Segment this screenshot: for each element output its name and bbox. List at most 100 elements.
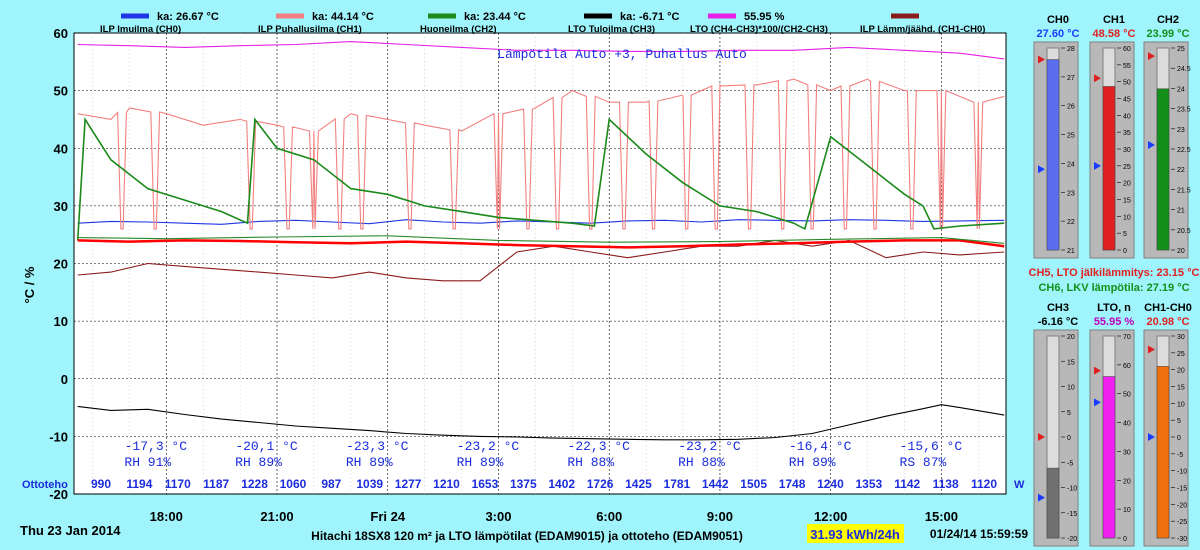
- ottoteho-value: 1138: [933, 477, 959, 491]
- ottoteho-value: 990: [91, 477, 111, 491]
- ottoteho-value: 1120: [971, 477, 997, 491]
- gauge-tick-label: 20: [1123, 478, 1131, 485]
- y-tick-label: -10: [49, 429, 68, 444]
- gauge-tick-label: -20: [1177, 502, 1187, 509]
- gauge-max-marker: [1038, 433, 1045, 441]
- ottoteho-value: 987: [321, 477, 341, 491]
- outdoor-rh-label: RH 91%: [124, 455, 171, 470]
- gauge-tick-label: 23: [1067, 190, 1075, 197]
- ottoteho-value: 1228: [241, 477, 268, 491]
- outdoor-temp-label: -23,3 °C: [346, 439, 409, 454]
- gauge-value: 48.58 °C: [1093, 28, 1136, 40]
- gauge-tick-label: 5: [1123, 231, 1127, 238]
- gauge-tick-label: 27: [1067, 75, 1075, 82]
- gauge-tick-label: 60: [1123, 363, 1131, 370]
- gauge-tick-label: 26: [1067, 104, 1075, 111]
- gauge-tick-label: 70: [1123, 334, 1131, 341]
- series-line-0: [77, 219, 1005, 225]
- y-axis-label: °C / %: [22, 266, 37, 303]
- gauge-tick-label: 15: [1123, 198, 1131, 205]
- x-tick-label: 15:00: [925, 509, 958, 524]
- gauge-name: CH2: [1157, 14, 1179, 26]
- gauge-tick-label: 22: [1067, 219, 1075, 226]
- gauge-name: CH3: [1047, 302, 1069, 314]
- ch5-info: CH5, LTO jälkilämmitys: 23.15 °C: [1029, 267, 1200, 279]
- gauge-tick-label: 24.5: [1177, 66, 1191, 73]
- ottoteho-unit: W: [1014, 479, 1025, 491]
- ottoteho-value: 1748: [779, 477, 806, 491]
- gauge-tick-label: 21: [1067, 248, 1075, 255]
- gauge-min-marker: [1038, 493, 1045, 502]
- ottoteho-value: 1060: [280, 477, 307, 491]
- ottoteho-value: 1781: [664, 477, 691, 491]
- gauge-max-marker: [1094, 74, 1101, 83]
- ottoteho-value: 1194: [126, 477, 152, 491]
- y-tick-label: 40: [54, 141, 68, 156]
- series-line-3: [77, 404, 1005, 441]
- outdoor-rh-label: RH 88%: [678, 455, 725, 470]
- gauge-tick-label: 30: [1123, 449, 1131, 456]
- footer-timestamp: 01/24/14 15:59:59: [930, 527, 1028, 541]
- x-tick-label: 6:00: [596, 509, 622, 524]
- outdoor-rh-label: RH 89%: [457, 455, 504, 470]
- gauge-tick-label: 35: [1123, 130, 1131, 137]
- gauge-min-marker: [1148, 140, 1155, 149]
- gauge-value: 27.60 °C: [1037, 28, 1080, 40]
- gauge-tick-label: 40: [1123, 113, 1131, 120]
- gauge-min-marker: [1038, 165, 1045, 174]
- outdoor-temp-label: -15,6 °C: [900, 439, 963, 454]
- legend-name-1: ILP Puhallusilma (CH1): [258, 24, 362, 35]
- outdoor-rh-label: RH 89%: [789, 455, 836, 470]
- series-line-4: [77, 41, 1005, 60]
- legend-name-5: ILP Lämm/jäähd. (CH1-CH0): [860, 24, 985, 35]
- gauge-max-marker: [1148, 52, 1155, 61]
- energy-value: 31.93 kWh/24h: [810, 527, 900, 542]
- gauge-tick-label: -20: [1067, 536, 1077, 543]
- gauge-panel: CH0 27.60 °C 21 22 23 24 25 26 27 28 CH1 48.58 °C 0 5…: [1033, 14, 1192, 547]
- outdoor-rh-label: RH 89%: [346, 455, 393, 470]
- gauge-tick-label: 5: [1067, 410, 1071, 417]
- ottoteho-value: 1726: [587, 477, 614, 491]
- gauge-tick-label: 24: [1177, 86, 1185, 93]
- energy-badge: [807, 524, 904, 543]
- ottoteho-value: 1425: [625, 477, 652, 491]
- y-tick-label: 0: [61, 372, 68, 387]
- series-line-1: [77, 78, 1005, 230]
- x-tick-label: 21:00: [260, 509, 293, 524]
- outdoor-temp-label: -17,3 °C: [125, 439, 188, 454]
- ottoteho-value: 1210: [433, 477, 460, 491]
- gauge-tick-label: 23.5: [1177, 107, 1191, 114]
- gauge-tick-label: -25: [1177, 519, 1187, 526]
- gauge-tick-label: 22.5: [1177, 147, 1191, 154]
- ottoteho-value: 1353: [855, 477, 882, 491]
- gauge-tick-label: 50: [1123, 80, 1131, 87]
- gauge-max-marker: [1094, 366, 1101, 375]
- x-tick-label: 9:00: [707, 509, 733, 524]
- gauge-tick-label: 0: [1123, 536, 1127, 543]
- y-tick-label: 10: [54, 314, 68, 329]
- gauge-tick-label: 25: [1177, 46, 1185, 53]
- outdoor-temp-label: -23,2 °C: [457, 439, 520, 454]
- gauge-fill: [1046, 59, 1060, 251]
- outdoor-rh-label: RS 87%: [900, 455, 947, 470]
- gauge-tick-label: -15: [1177, 486, 1187, 493]
- footer-date: Thu 23 Jan 2014: [20, 523, 121, 538]
- gauge-tick-label: 30: [1177, 334, 1185, 341]
- gauge-tick-label: 24: [1067, 161, 1075, 168]
- gauge-max-marker: [1148, 345, 1155, 354]
- x-tick-label: 18:00: [150, 509, 183, 524]
- gauge-tick-label: -5: [1177, 452, 1183, 459]
- legend-average-3: ka: -6.71 °C: [620, 11, 679, 23]
- y-tick-label: 30: [54, 199, 68, 214]
- footer-title: Hitachi 18SX8 120 m² ja LTO lämpötilat (…: [311, 529, 743, 543]
- gauge-tick-label: 25: [1123, 164, 1131, 171]
- gauge-tick-label: 23: [1177, 127, 1185, 134]
- gauge-tick-label: 0: [1067, 435, 1071, 442]
- gauge-tick-label: -30: [1177, 536, 1187, 543]
- gauge-tick-label: 60: [1123, 46, 1131, 53]
- legend-average-4: 55.95 %: [744, 11, 785, 23]
- y-tick-label: -20: [49, 487, 68, 502]
- gauge-tick-label: 15: [1177, 385, 1185, 392]
- gauge-tick-label: 0: [1177, 435, 1181, 442]
